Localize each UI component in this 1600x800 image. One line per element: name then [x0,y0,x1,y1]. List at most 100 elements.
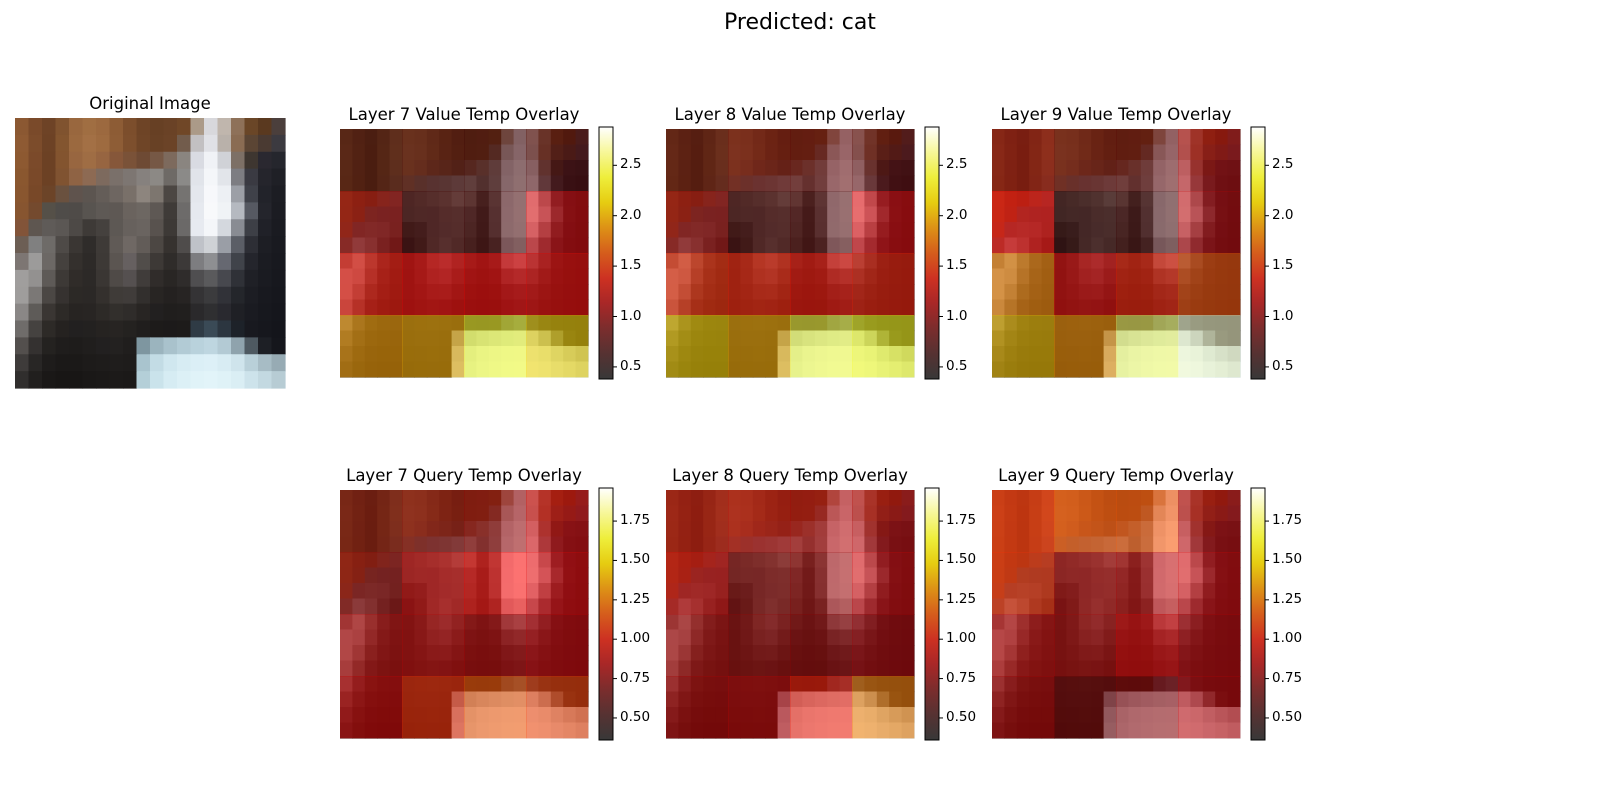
heatmap-cell [402,191,465,254]
heatmap-cell [526,129,589,192]
heatmap-cell [1116,676,1179,739]
colorbar-tick-label: 1.0 [946,307,968,324]
colorbar-tick-label: 0.75 [946,669,977,686]
heatmap-cell [728,676,791,739]
colorbar-tick-label: 1.50 [946,551,977,568]
heatmap-cell [1178,191,1241,254]
panel-layer-9-query-temp-overlay [992,487,1269,741]
colorbar [924,487,943,741]
heatmap-cell [340,315,403,378]
heatmap-cell [402,614,465,677]
panel-title: Layer 8 Query Temp Overlay [672,466,908,485]
original-image [15,118,286,389]
colorbar-tick-label: 2.5 [946,156,968,173]
heatmap-cell [1054,253,1117,316]
heatmap-cell [402,676,465,739]
heatmap-cell [790,315,853,378]
colorbar-tick-label: 0.50 [946,708,977,725]
heatmap-cell [1116,191,1179,254]
colorbar-tick-label: 0.75 [1272,669,1303,686]
heatmap-cell [852,129,915,192]
heatmap-cell [526,614,589,677]
heatmap-cell [852,253,915,316]
heatmap-cell [1054,676,1117,739]
panel-layer-8-query-temp-overlay [666,487,943,741]
heatmap-cell [852,552,915,615]
heatmap-cell [852,315,915,378]
colorbar-tick-label: 1.0 [620,307,642,324]
heatmap-cell [728,315,791,378]
colorbar-tick-label: 0.75 [620,669,651,686]
heatmap-cell [1178,614,1241,677]
heatmap-cell [464,129,527,192]
colorbar-tick-label: 1.5 [620,257,642,274]
heatmap-cell [666,315,729,378]
heatmap-cell [1178,490,1241,553]
colorbar-tick-label: 1.5 [946,257,968,274]
colorbar-tick-label: 1.75 [620,512,651,529]
heatmap-panels [340,126,1269,741]
heatmap-cell [402,253,465,316]
heatmap-cell [790,552,853,615]
colorbar-tick-label: 1.50 [620,551,651,568]
heatmap-cell [464,490,527,553]
heatmap-cell [992,552,1055,615]
colorbar-tick-label: 1.50 [1272,551,1303,568]
heatmap-cell [666,614,729,677]
heatmap-cell [790,253,853,316]
heatmap-cell [790,490,853,553]
heatmap-cell [402,490,465,553]
original-image-title: Original Image [89,94,211,113]
heatmap-cell [666,253,729,316]
heatmap-cell [728,614,791,677]
colorbar-tick-label: 0.5 [946,357,968,374]
heatmap-cell [402,552,465,615]
heatmap-cell [340,676,403,739]
heatmap-cell [1116,552,1179,615]
heatmap-cell [526,676,589,739]
heatmap-cell [1054,614,1117,677]
heatmap-cell [1054,490,1117,553]
heatmap-cell [666,129,729,192]
heatmap-cell [852,614,915,677]
heatmap-cell [728,129,791,192]
heatmap-cell [1178,552,1241,615]
heatmap-cell [1178,253,1241,316]
colorbar-tick-label: 1.75 [946,512,977,529]
heatmap-cell [340,129,403,192]
heatmap-cell [1054,315,1117,378]
colorbar-tick-label: 1.0 [1272,307,1294,324]
heatmap-cell [666,490,729,553]
heatmap-cell [852,676,915,739]
heatmap-cell [464,191,527,254]
heatmap-cell [1054,552,1117,615]
heatmap-cell [790,676,853,739]
heatmap-cell [666,191,729,254]
heatmap-cell [992,191,1055,254]
heatmap-cell [728,552,791,615]
heatmap-cell [790,614,853,677]
colorbar-tick-label: 0.50 [1272,708,1303,725]
heatmap-cell [526,253,589,316]
heatmap-cell [1054,129,1117,192]
heatmap-cell [1116,490,1179,553]
colorbar-tick-label: 1.00 [946,630,977,647]
heatmap-cell [666,676,729,739]
panel-title: Layer 7 Value Temp Overlay [348,105,580,124]
heatmap-cell [992,253,1055,316]
heatmap-cell [464,614,527,677]
colorbar [924,126,943,380]
heatmap-cell [526,552,589,615]
panel-layer-7-query-temp-overlay [340,487,617,741]
colorbar-tick-label: 2.5 [620,156,642,173]
colorbar [598,487,617,741]
heatmap-cell [1178,315,1241,378]
panel-layer-7-value-temp-overlay [340,126,617,380]
colorbar-tick-label: 0.5 [620,357,642,374]
heatmap-cell [340,552,403,615]
heatmap-cell [728,490,791,553]
panel-layer-8-value-temp-overlay [666,126,943,380]
colorbar-tick-label: 2.5 [1272,156,1294,173]
colorbar-tick-label: 1.25 [946,590,977,607]
heatmap-cell [1116,315,1179,378]
